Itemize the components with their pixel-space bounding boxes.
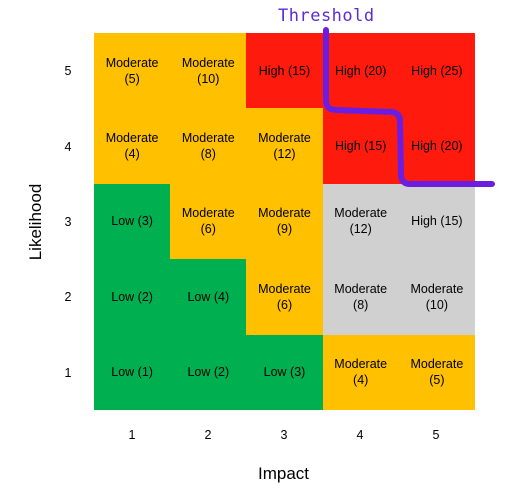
x-axis-title: Impact bbox=[258, 464, 310, 483]
matrix-cell: Moderate (8) bbox=[170, 108, 247, 184]
matrix-cell: Low (3) bbox=[94, 183, 171, 260]
matrix-cell: Moderate (6) bbox=[170, 183, 247, 260]
matrix-cell: Low (1) bbox=[94, 334, 171, 410]
threshold-label: Threshold bbox=[278, 6, 375, 26]
matrix-cell: Moderate (12) bbox=[322, 183, 399, 260]
x-tick-1: 1 bbox=[128, 428, 136, 442]
matrix-cell: Moderate (10) bbox=[170, 33, 247, 109]
y-tick-2: 2 bbox=[64, 290, 72, 304]
matrix-cell: Moderate (4) bbox=[322, 334, 399, 410]
matrix-cell: High (15) bbox=[398, 183, 475, 260]
y-tick-3: 3 bbox=[64, 215, 72, 229]
y-tick-1: 1 bbox=[64, 366, 72, 380]
x-tick-4: 4 bbox=[356, 428, 364, 442]
matrix-cell: Moderate (8) bbox=[322, 259, 399, 335]
matrix-cell: Moderate (9) bbox=[246, 183, 323, 260]
threshold-line bbox=[323, 27, 495, 187]
matrix-cell: Low (2) bbox=[170, 334, 247, 410]
matrix-cell: Low (2) bbox=[94, 259, 171, 335]
matrix-cell: Moderate (5) bbox=[398, 334, 475, 410]
matrix-cell: High (25) bbox=[398, 33, 475, 109]
matrix-cell: High (15) bbox=[246, 33, 323, 109]
x-tick-5: 5 bbox=[432, 428, 440, 442]
matrix-cell: Low (3) bbox=[246, 334, 323, 410]
y-tick-5: 5 bbox=[64, 64, 72, 78]
matrix-cell: Moderate (6) bbox=[246, 259, 323, 335]
matrix-cell: Moderate (10) bbox=[398, 259, 475, 335]
matrix-cell: High (20) bbox=[398, 108, 475, 184]
x-tick-2: 2 bbox=[204, 428, 212, 442]
matrix-cell: Moderate (12) bbox=[246, 108, 323, 184]
matrix-cell: Moderate (4) bbox=[94, 108, 171, 184]
x-tick-3: 3 bbox=[280, 428, 288, 442]
matrix-cell: High (20) bbox=[322, 33, 399, 109]
risk-matrix-grid: Moderate (5) Moderate (10) High (15) High (… bbox=[94, 33, 475, 410]
matrix-cell: High (15) bbox=[322, 108, 399, 184]
matrix-cell: Moderate (5) bbox=[94, 33, 171, 109]
matrix-cell: Low (4) bbox=[170, 259, 247, 335]
y-tick-4: 4 bbox=[64, 140, 72, 154]
